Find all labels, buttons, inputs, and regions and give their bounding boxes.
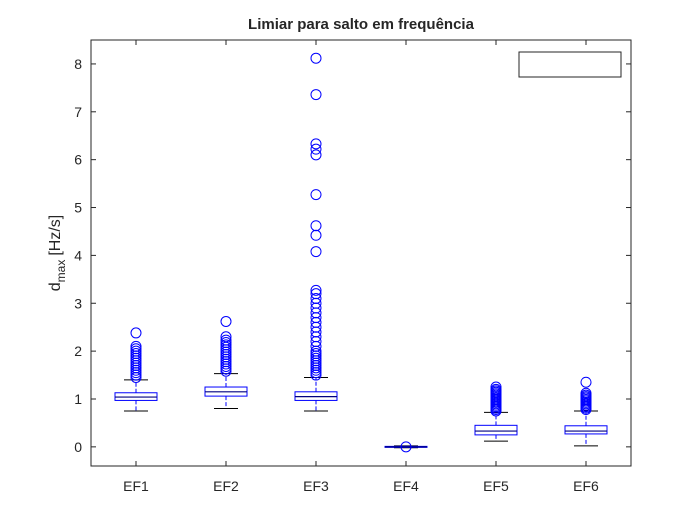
outlier-point — [220, 339, 232, 351]
y-axis-label-unit: [Hz/s] — [47, 215, 64, 256]
outlier-point — [130, 340, 142, 352]
y-tick-label: 5 — [74, 200, 82, 216]
outlier-point — [310, 89, 322, 101]
y-tick-label: 6 — [74, 152, 82, 168]
y-axis-label: dmax [Hz/s] — [47, 215, 68, 291]
box-ef1 — [114, 327, 158, 412]
box-iqr — [564, 425, 608, 435]
outlier-point — [130, 348, 142, 360]
outlier-point — [400, 441, 412, 453]
x-tick-label: EF3 — [303, 478, 329, 494]
outlier-point — [580, 376, 592, 388]
outlier-point — [310, 284, 322, 296]
outlier-point — [220, 315, 232, 327]
y-tick-label: 0 — [74, 439, 82, 455]
y-tick-label: 2 — [74, 343, 82, 359]
outlier-point — [580, 387, 592, 399]
outlier-point — [220, 337, 232, 349]
x-tick-label: EF6 — [573, 478, 599, 494]
legend-box — [518, 51, 622, 78]
y-tick-label: 1 — [74, 391, 82, 407]
outlier-point — [220, 341, 232, 353]
chart-title: Limiar para salto em frequência — [248, 16, 475, 33]
box-ef6 — [564, 376, 608, 447]
box-ef3 — [294, 52, 338, 412]
plot-area — [90, 39, 632, 467]
outlier-point — [490, 383, 502, 395]
x-tick-label: EF4 — [393, 478, 419, 494]
box-ef4 — [384, 441, 428, 453]
x-tick-label: EF2 — [213, 478, 239, 494]
outlier-point — [310, 288, 322, 300]
box-iqr — [474, 424, 518, 436]
y-axis-label-main: d — [47, 282, 64, 291]
outlier-point — [310, 52, 322, 64]
box-series — [114, 52, 608, 453]
outlier-point — [130, 345, 142, 357]
outlier-point — [310, 138, 322, 150]
box-ef2 — [204, 315, 248, 410]
box-ef5 — [474, 381, 518, 442]
x-tick-label: EF5 — [483, 478, 509, 494]
outlier-point — [310, 220, 322, 232]
y-tick-label: 4 — [74, 247, 82, 263]
outlier-point — [310, 246, 322, 258]
outlier-point — [310, 348, 322, 360]
y-tick-label: 7 — [74, 104, 82, 120]
y-axis-label-subscript: max — [54, 260, 68, 283]
y-tick-label: 8 — [74, 56, 82, 72]
outlier-point — [130, 343, 142, 355]
outlier-point — [310, 189, 322, 201]
outlier-point — [130, 327, 142, 339]
outlier-point — [310, 149, 322, 161]
y-tick-label: 3 — [74, 295, 82, 311]
outlier-point — [310, 352, 322, 364]
outlier-point — [220, 331, 232, 343]
y-axis: 0 1 2 3 4 5 6 7 8 — [74, 56, 631, 455]
outlier-point — [220, 334, 232, 346]
outlier-point — [310, 292, 322, 304]
outlier-point — [490, 381, 502, 393]
x-tick-label: EF1 — [123, 478, 149, 494]
outlier-point — [310, 143, 322, 155]
x-axis: EF1 EF2 EF3 EF4 EF5 EF6 — [123, 40, 599, 494]
